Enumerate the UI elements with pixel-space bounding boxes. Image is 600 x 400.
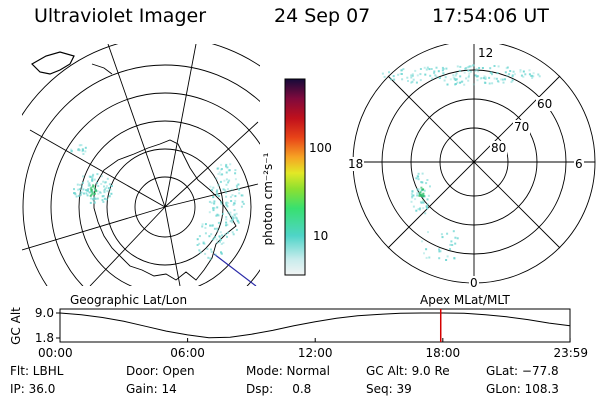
chart-xtick-label-1: 06:00 xyxy=(170,346,205,360)
terminator-line xyxy=(213,253,257,286)
left-map-label: Geographic Lat/Lon xyxy=(70,293,188,307)
chart-xtick-label-4: 23:59 xyxy=(553,346,588,360)
right-map-label: Apex MLat/MLT xyxy=(420,293,510,307)
mlt-label-0: 0 xyxy=(469,276,479,290)
info-dsp: Dsp: 0.8 xyxy=(246,382,312,396)
aurora-emission-right xyxy=(381,64,541,261)
info-gain: Gain: 14 xyxy=(126,382,177,396)
altitude-timeline-chart: GC Alt 9.0 1.800:00 06:00 12:00 18:00 23:59 xyxy=(9,306,588,360)
mlt-label-6: 6 xyxy=(574,157,584,171)
aurora-emission-left xyxy=(70,144,245,261)
time-label: 17:54:06 UT xyxy=(432,5,549,27)
geographic-map xyxy=(22,44,260,286)
chart-ytick-label-0: 9.0 xyxy=(35,306,54,320)
colorbar-tick-100: 100 xyxy=(309,141,332,155)
colorbar-unit-label: photon cm⁻²s⁻¹ xyxy=(261,152,275,246)
info-gc-alt: GC Alt: 9.0 Re xyxy=(366,364,450,378)
info-ip: IP: 36.0 xyxy=(10,382,56,396)
chart-xtick-label-3: 18:00 xyxy=(426,346,461,360)
mlat-label-60: 60 xyxy=(536,97,554,111)
colorbar-tick-10: 10 xyxy=(313,229,329,243)
chart-xtick-label-2: 12:00 xyxy=(298,346,333,360)
chart-xtick-label-0: 00:00 xyxy=(38,346,73,360)
chart-ytick-label-1: 1.8 xyxy=(35,331,54,345)
info-seq: Seq: 39 xyxy=(366,382,412,396)
info-door: Door: Open xyxy=(126,364,195,378)
date-label: 24 Sep 07 xyxy=(274,5,371,27)
mlat-label-70: 70 xyxy=(513,120,531,134)
chart-ylabel: GC Alt xyxy=(9,307,23,345)
mlt-label-12: 12 xyxy=(477,46,495,60)
instrument-title: Ultraviolet Imager xyxy=(34,5,207,27)
colorbar xyxy=(284,78,306,276)
info-mode: Mode: Normal xyxy=(246,364,330,378)
info-filter: Flt: LBHL xyxy=(10,364,64,378)
mlt-label-18: 18 xyxy=(347,157,365,171)
mlat-label-80: 80 xyxy=(490,141,508,155)
chart-frame xyxy=(59,308,571,343)
info-glat: GLat: −77.8 xyxy=(486,364,559,378)
info-glon: GLon: 108.3 xyxy=(486,382,559,396)
magnetic-polar-plot xyxy=(352,44,596,284)
chart-series-line-0 xyxy=(59,312,571,339)
